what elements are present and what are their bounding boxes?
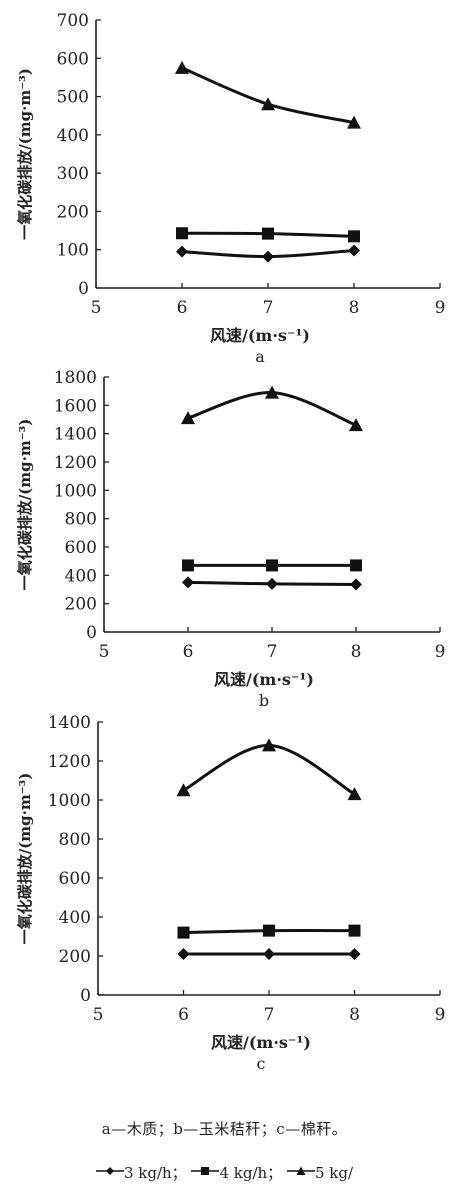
diamond-line-icon	[95, 1167, 124, 1175]
x-tick-label: 6	[178, 1005, 189, 1025]
panel-label: c	[257, 1054, 266, 1073]
y-tick-label: 100	[57, 241, 89, 261]
y-tick-label: 200	[65, 595, 97, 615]
data-point-square	[266, 559, 278, 572]
data-point-square	[262, 227, 274, 240]
series-line-triangle	[181, 66, 355, 125]
data-point-diamond	[348, 948, 361, 961]
data-point-triangle	[349, 418, 363, 432]
chart-panel-c: 0 200 400 600 800 1000 1200 1400 5 6 7 8 9 风速/(m·s⁻¹)…	[16, 713, 445, 1073]
y-tick-label: 1600	[54, 396, 97, 416]
data-point-triangle	[347, 787, 362, 801]
x-tick-label: 5	[93, 1005, 104, 1025]
x-axis-label: 风速/(m·s⁻¹)	[214, 670, 314, 689]
y-tick-label: 200	[57, 202, 89, 222]
legend-label-4kgh: 4 kg/h；	[219, 1164, 283, 1182]
x-tick-label: 8	[349, 1005, 360, 1025]
data-point-triangle	[261, 97, 275, 111]
x-tick-label: 8	[351, 642, 362, 662]
legend-label-3kgh: 3 kg/h；	[123, 1164, 187, 1182]
square-line-icon	[191, 1167, 220, 1175]
y-tick-label: 1200	[48, 752, 91, 772]
y-tick-label: 200	[59, 947, 91, 967]
x-tick-label: 7	[264, 1005, 275, 1025]
legend-item-5kgh: 5 kg/	[286, 1164, 354, 1182]
y-tick-label: 0	[86, 623, 97, 643]
y-axis-label: 一氧化碳排放/(mg·m⁻³)	[16, 419, 34, 591]
data-point-square	[348, 924, 361, 937]
data-point-square	[348, 230, 360, 243]
chart-panel-a: 0 100 200 300 400 500 600 700 5 6 7 8 9 风速/(m·s⁻¹) a 一氧…	[16, 11, 445, 366]
x-tick-label: 7	[263, 298, 274, 318]
panel-label: a	[255, 347, 265, 366]
x-tick-label: 7	[267, 642, 278, 662]
data-point-diamond	[348, 244, 360, 257]
data-point-diamond	[177, 948, 190, 961]
x-tick-label: 9	[435, 642, 446, 662]
data-point-square	[182, 559, 194, 572]
y-tick-label: 700	[57, 11, 89, 31]
series-line-triangle	[182, 743, 356, 796]
y-axis-label: 一氧化碳排放/(mg·m⁻³)	[16, 773, 34, 945]
y-tick-label: 400	[57, 126, 89, 146]
y-tick-label: 800	[65, 510, 97, 530]
data-point-square	[350, 559, 362, 572]
y-axis-label: 一氧化碳排放/(mg·m⁻³)	[16, 68, 34, 240]
data-point-diamond	[262, 250, 274, 263]
data-point-triangle	[262, 738, 276, 752]
data-point-triangle	[175, 60, 189, 74]
data-point-diamond	[350, 578, 362, 591]
y-tick-label: 0	[78, 279, 89, 299]
x-tick-label: 6	[183, 642, 194, 662]
data-point-square	[263, 924, 275, 937]
data-point-triangle	[176, 783, 191, 797]
legend-item-4kgh: 4 kg/h；	[191, 1162, 282, 1183]
data-point-square	[177, 926, 190, 939]
legend-label-5kgh: 5 kg/	[314, 1164, 354, 1182]
panel-caption: a—木质；b—玉米秸秆；c—棉秆。	[101, 1120, 348, 1138]
data-point-diamond	[182, 576, 194, 589]
y-tick-label: 1800	[54, 368, 97, 388]
data-point-triangle	[347, 115, 361, 129]
data-point-diamond	[266, 577, 278, 590]
x-axis-label: 风速/(m·s⁻¹)	[211, 1033, 311, 1052]
y-tick-label: 1000	[48, 791, 91, 811]
y-tick-label: 0	[80, 986, 91, 1006]
y-tick-label: 500	[57, 88, 89, 108]
y-tick-label: 1200	[54, 453, 97, 473]
x-tick-label: 8	[349, 298, 360, 318]
x-tick-label: 6	[177, 298, 188, 318]
y-tick-label: 600	[57, 49, 89, 69]
y-tick-label: 1400	[48, 713, 91, 733]
x-tick-label: 9	[435, 1005, 446, 1025]
y-tick-label: 600	[59, 869, 91, 889]
y-tick-label: 300	[57, 164, 89, 184]
data-point-triangle	[265, 385, 279, 399]
y-tick-label: 400	[59, 908, 91, 928]
x-tick-label: 5	[91, 298, 102, 318]
x-tick-label: 5	[99, 642, 110, 662]
y-tick-label: 800	[59, 830, 91, 850]
data-point-diamond	[176, 245, 188, 258]
y-tick-label: 1000	[54, 481, 97, 501]
x-axis-label: 风速/(m·s⁻¹)	[210, 326, 310, 345]
chart-panel-b: 0 200 400 600 800 1000 1200 1400 1600 1800 5 6 7 8 9 风速…	[16, 368, 445, 710]
panel-label: b	[259, 691, 269, 710]
y-tick-label: 1400	[54, 425, 97, 445]
legend-item-3kgh: 3 kg/h；	[95, 1162, 187, 1183]
y-tick-label: 600	[65, 538, 97, 558]
x-tick-label: 9	[435, 298, 446, 318]
data-point-triangle	[181, 411, 195, 425]
y-tick-label: 400	[65, 566, 97, 586]
data-point-diamond	[263, 948, 275, 961]
data-point-square	[176, 227, 188, 240]
triangle-line-icon	[286, 1166, 315, 1175]
legend-caption: 3 kg/h； 4 kg/h； 5 kg/	[0, 1162, 449, 1183]
